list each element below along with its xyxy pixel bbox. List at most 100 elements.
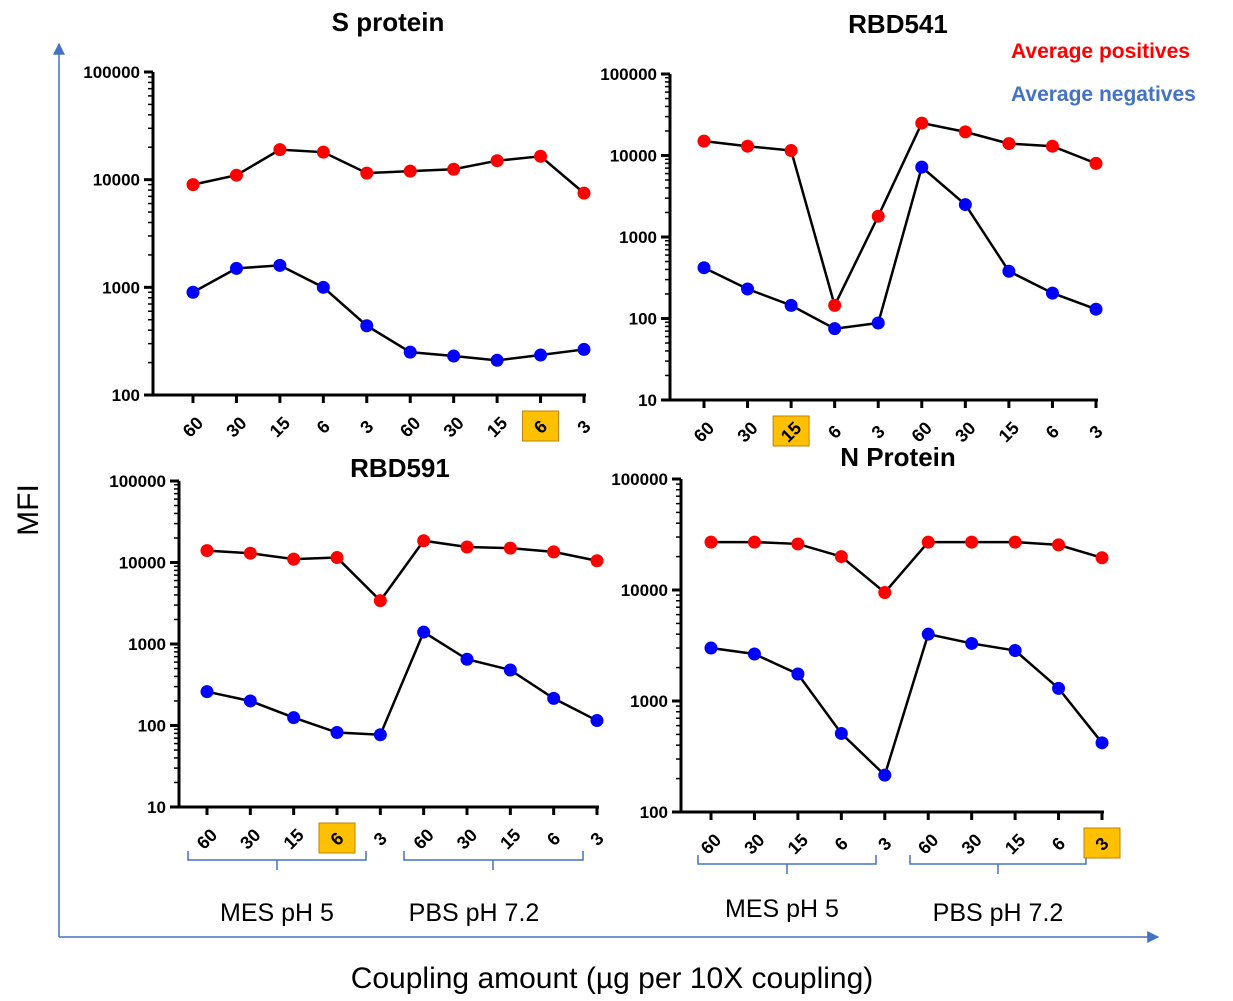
- x-tick-label: 6: [824, 421, 845, 442]
- y-tick-label: 100000: [109, 472, 166, 491]
- negative-point: [921, 627, 935, 641]
- positive-point: [704, 535, 718, 549]
- positive-point: [460, 540, 474, 554]
- negative-point: [490, 353, 504, 367]
- panel-rbd591: RBD591 10 100 1000 10000 100000 60 30 15 6 3 60 30 15…: [109, 453, 608, 854]
- positive-point: [417, 534, 431, 548]
- positive-point: [697, 134, 711, 148]
- positive-point: [1002, 137, 1016, 151]
- negative-point: [403, 345, 417, 359]
- positive-point: [287, 552, 301, 566]
- positive-point: [316, 145, 330, 159]
- y-tick-label: 10: [638, 391, 657, 410]
- highlight-box: [1083, 827, 1121, 859]
- negative-point: [784, 298, 798, 312]
- bracket-right-pbs: [909, 855, 1087, 874]
- negative-point: [229, 261, 243, 275]
- x-tick-label: 30: [440, 413, 468, 441]
- x-tick-label: 6: [831, 833, 852, 854]
- series-line: [192, 264, 585, 362]
- positive-point: [878, 585, 892, 599]
- x-tick-label: 30: [236, 825, 264, 853]
- series-line: [703, 164, 1097, 330]
- legend-positives: Average positives: [1011, 40, 1190, 63]
- positive-point: [186, 178, 200, 192]
- negative-point: [373, 728, 387, 742]
- highlight-box: [522, 410, 560, 442]
- positive-point: [871, 209, 885, 223]
- negative-point: [697, 261, 711, 275]
- negative-point: [417, 625, 431, 639]
- x-tick-label: 60: [410, 825, 438, 853]
- positive-point: [965, 535, 979, 549]
- positive-point: [547, 545, 561, 559]
- negative-point: [915, 160, 929, 174]
- bracket-left-pbs: [403, 851, 584, 870]
- positive-point: [229, 168, 243, 182]
- group-label-left-mes: MES pH 5: [220, 899, 334, 927]
- positive-point: [1045, 139, 1059, 153]
- negative-point: [965, 636, 979, 650]
- x-tick-label: 15: [1001, 830, 1029, 858]
- x-tick-label: 6: [1042, 421, 1063, 442]
- x-tick-label: 3: [370, 828, 391, 849]
- negative-point: [577, 342, 591, 356]
- x-tick-label: 3: [356, 416, 377, 437]
- positive-point: [243, 546, 257, 560]
- negative-point: [200, 685, 214, 699]
- y-tick-label: 100: [138, 717, 166, 736]
- x-tick-label: 6: [1048, 833, 1069, 854]
- y-tick-label: 1000: [128, 635, 166, 654]
- negative-point: [747, 647, 761, 661]
- figure-x-label: Coupling amount (µg per 10X coupling): [351, 962, 874, 995]
- positive-point: [330, 551, 344, 565]
- negative-point: [243, 694, 257, 708]
- highlight-box: [318, 822, 356, 854]
- positive-point: [273, 143, 287, 157]
- highlight-box: [772, 415, 810, 447]
- negative-point: [834, 726, 848, 740]
- positive-point: [373, 594, 387, 608]
- x-tick-label: 30: [740, 830, 768, 858]
- chart-title: RBD541: [848, 9, 948, 39]
- chart-title: N Protein: [840, 442, 956, 472]
- figure-y-label: MFI: [12, 484, 45, 536]
- x-tick-label: 60: [690, 418, 718, 446]
- bracket-left-mes: [187, 851, 367, 870]
- negative-point: [330, 726, 344, 740]
- negative-point: [1052, 681, 1066, 695]
- positive-point: [590, 554, 604, 568]
- x-tick-label: 3: [874, 833, 895, 854]
- negative-point: [1002, 264, 1016, 278]
- x-tick-label: 30: [222, 413, 250, 441]
- series-line: [710, 632, 1103, 778]
- positive-point: [360, 166, 374, 180]
- group-label-right-mes: MES pH 5: [725, 895, 839, 923]
- series-line: [703, 121, 1097, 309]
- positive-point: [958, 125, 972, 139]
- negative-point: [447, 349, 461, 363]
- positive-point: [784, 144, 798, 158]
- positive-point: [490, 154, 504, 168]
- y-tick-label: 1000: [619, 228, 657, 247]
- negative-point: [186, 285, 200, 299]
- legend-negatives: Average negatives: [1011, 83, 1196, 106]
- bracket-right-mes: [697, 855, 877, 874]
- positive-point: [1095, 551, 1109, 565]
- x-tick-label: 3: [586, 828, 607, 849]
- positive-point: [747, 535, 761, 549]
- negative-point: [704, 641, 718, 655]
- y-tick-label: 10000: [621, 581, 668, 600]
- negative-point: [534, 348, 548, 362]
- panel-s-protein: S protein 100 1000 10000 100000 60 30 15 6 3 60 30 1…: [83, 7, 595, 442]
- negative-point: [360, 319, 374, 333]
- y-tick-label: 10000: [119, 554, 166, 573]
- x-tick-label: 3: [573, 416, 594, 437]
- negative-point: [503, 663, 517, 677]
- x-tick-label: 15: [784, 830, 812, 858]
- y-tick-label: 100000: [600, 65, 657, 84]
- x-tick-label: 30: [453, 825, 481, 853]
- x-tick-label: 30: [733, 418, 761, 446]
